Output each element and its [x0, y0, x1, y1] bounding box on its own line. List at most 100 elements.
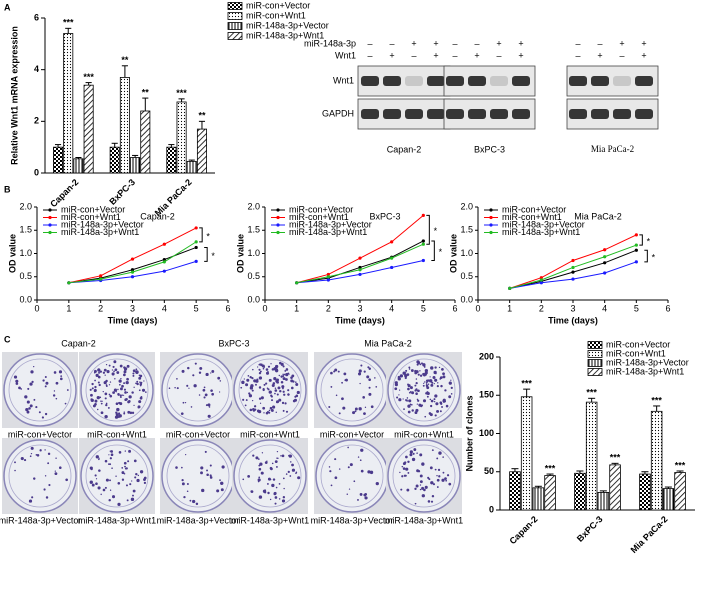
colony [436, 486, 439, 488]
colony [275, 486, 278, 489]
colony [121, 466, 124, 469]
colony [441, 368, 444, 371]
bar [662, 488, 675, 511]
point [194, 240, 198, 244]
colony [14, 469, 16, 472]
x-tick-label: 5 [194, 303, 199, 313]
colony [208, 406, 211, 408]
colony [198, 371, 202, 374]
x-tick-label: 2 [326, 303, 331, 313]
sign: – [411, 50, 416, 60]
significance: *** [675, 460, 686, 470]
y-tick-label: 1.5 [19, 225, 32, 235]
band [468, 76, 486, 86]
colony [101, 400, 103, 402]
colony [42, 379, 45, 382]
colony [126, 499, 129, 502]
colony [33, 398, 36, 401]
colony [438, 451, 442, 455]
bracket [644, 249, 648, 263]
legend-label: miR-con+Wnt1 [289, 212, 349, 222]
y-tick-label: 2.0 [19, 201, 32, 211]
dish-rim [320, 358, 384, 422]
colony [132, 494, 134, 497]
colony [282, 387, 284, 390]
point [358, 272, 362, 277]
colony [20, 456, 24, 461]
colony [445, 479, 448, 482]
colony [119, 364, 123, 368]
colony [416, 389, 419, 392]
colony [55, 381, 59, 385]
colony [347, 446, 349, 449]
colony [296, 390, 300, 395]
colony [131, 391, 134, 394]
colony [180, 412, 184, 415]
colony [274, 496, 278, 499]
colony [266, 387, 269, 390]
colony [102, 371, 106, 374]
sign: + [619, 38, 624, 48]
colony [330, 386, 333, 388]
colony [125, 381, 128, 384]
bar [674, 472, 686, 511]
colony [251, 400, 254, 402]
legend-label: miR-148a-3p+Wnt1 [502, 227, 580, 237]
colony [434, 394, 438, 398]
colony [104, 392, 108, 396]
colony [419, 374, 423, 377]
colony [90, 393, 93, 397]
colony [109, 489, 112, 491]
band [613, 76, 631, 86]
colony [278, 398, 282, 402]
colony [206, 473, 209, 477]
colony [175, 466, 178, 469]
colony [132, 489, 136, 493]
x-axis-label: Time (days) [548, 315, 598, 325]
band [613, 109, 631, 119]
colony [394, 387, 398, 391]
significance: *** [176, 88, 187, 98]
x-tick-label: Capan-2 [507, 514, 539, 546]
colony [111, 467, 113, 469]
colony [281, 499, 286, 503]
point [539, 276, 543, 280]
legend-label: miR-148a-3p+Vector [61, 219, 144, 229]
colony [29, 455, 32, 458]
band [446, 109, 464, 119]
colony [121, 471, 125, 475]
colony [295, 383, 299, 387]
colony [121, 384, 124, 388]
colony [45, 496, 49, 499]
colony [109, 394, 113, 398]
colony [341, 397, 344, 401]
colony [436, 457, 439, 460]
colony [183, 496, 186, 499]
colony [118, 412, 121, 415]
colony [15, 382, 19, 385]
x-tick-label: 1 [66, 303, 71, 313]
colony [44, 449, 46, 451]
colony [359, 492, 363, 496]
bar [532, 487, 545, 511]
y-tick-label: 0.5 [460, 271, 473, 281]
colony [98, 458, 100, 461]
colony [290, 461, 292, 463]
colony [260, 471, 264, 475]
column-title: Mia PaCa-2 [364, 338, 412, 348]
colony [428, 379, 433, 383]
colony [44, 375, 47, 378]
colony [403, 408, 405, 411]
sign: + [641, 50, 646, 60]
colony [89, 388, 92, 391]
band [361, 109, 379, 119]
colony [205, 404, 208, 407]
colony [417, 470, 421, 473]
colony [28, 407, 31, 410]
colony [119, 402, 123, 406]
dish-caption: miR-148a-3p+Vector [311, 515, 394, 525]
colony [259, 462, 263, 466]
colony [258, 476, 261, 479]
colony [348, 488, 351, 490]
colony [123, 411, 126, 413]
